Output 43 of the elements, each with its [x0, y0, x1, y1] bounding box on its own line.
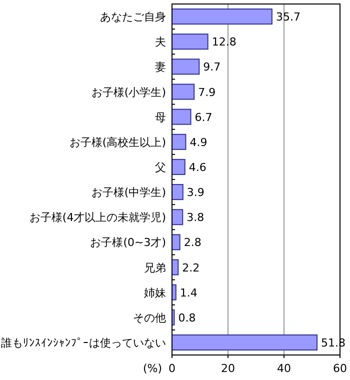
data-label: 2.2 — [182, 261, 200, 274]
y-tick-label: 姉妹 — [144, 286, 166, 300]
data-label: 6.7 — [194, 110, 212, 124]
data-label: 3.9 — [186, 186, 204, 200]
y-tick-label: 兄弟 — [144, 261, 166, 274]
bar — [172, 158, 186, 175]
data-label: 12.8 — [212, 36, 236, 49]
y-tick-label: 父 — [155, 160, 166, 174]
data-label: 4.6 — [188, 160, 206, 174]
x-axis-title: (%) — [142, 362, 162, 375]
bar — [172, 108, 192, 125]
y-tick-label: お子様(小学生) — [91, 86, 166, 99]
y-tick-label: 誰もﾘﾝｽｲﾝｼｬﾝﾌﾟｰは使っていない — [1, 336, 166, 350]
y-tick-label: 夫 — [155, 36, 166, 49]
bar — [172, 58, 200, 75]
bar — [172, 334, 318, 350]
y-tick-label: お子様(4才以上の未就学児) — [29, 211, 166, 224]
bar — [172, 234, 180, 250]
data-label: 35.7 — [276, 10, 300, 24]
x-tick-label: 40 — [277, 362, 291, 375]
data-label: 3.8 — [186, 211, 204, 224]
data-label: 2.8 — [184, 236, 202, 250]
data-label: 9.7 — [203, 60, 221, 74]
y-tick-label: お子様(中学生) — [91, 186, 166, 200]
x-tick-label: 20 — [221, 362, 235, 375]
y-tick-label: 母 — [155, 110, 166, 124]
bar — [172, 184, 184, 200]
x-tick-label: 0 — [168, 362, 176, 375]
bar — [172, 209, 184, 226]
data-label: 0.8 — [178, 311, 196, 324]
data-label: 4.9 — [190, 136, 208, 149]
y-tick-label: お子様(高校生以上) — [69, 136, 166, 149]
data-label: 1.4 — [180, 286, 198, 300]
y-tick-label: あなたご自身 — [100, 10, 166, 24]
bar — [172, 84, 195, 100]
bar — [172, 134, 186, 150]
y-tick-label: その他 — [133, 311, 166, 324]
y-tick-label: 妻 — [155, 60, 166, 74]
x-tick-label: 60 — [333, 362, 347, 375]
bar — [172, 34, 208, 50]
bar — [172, 8, 272, 25]
y-tick-label: お子様(0~3才) — [90, 236, 166, 250]
data-label: 7.9 — [198, 86, 216, 99]
